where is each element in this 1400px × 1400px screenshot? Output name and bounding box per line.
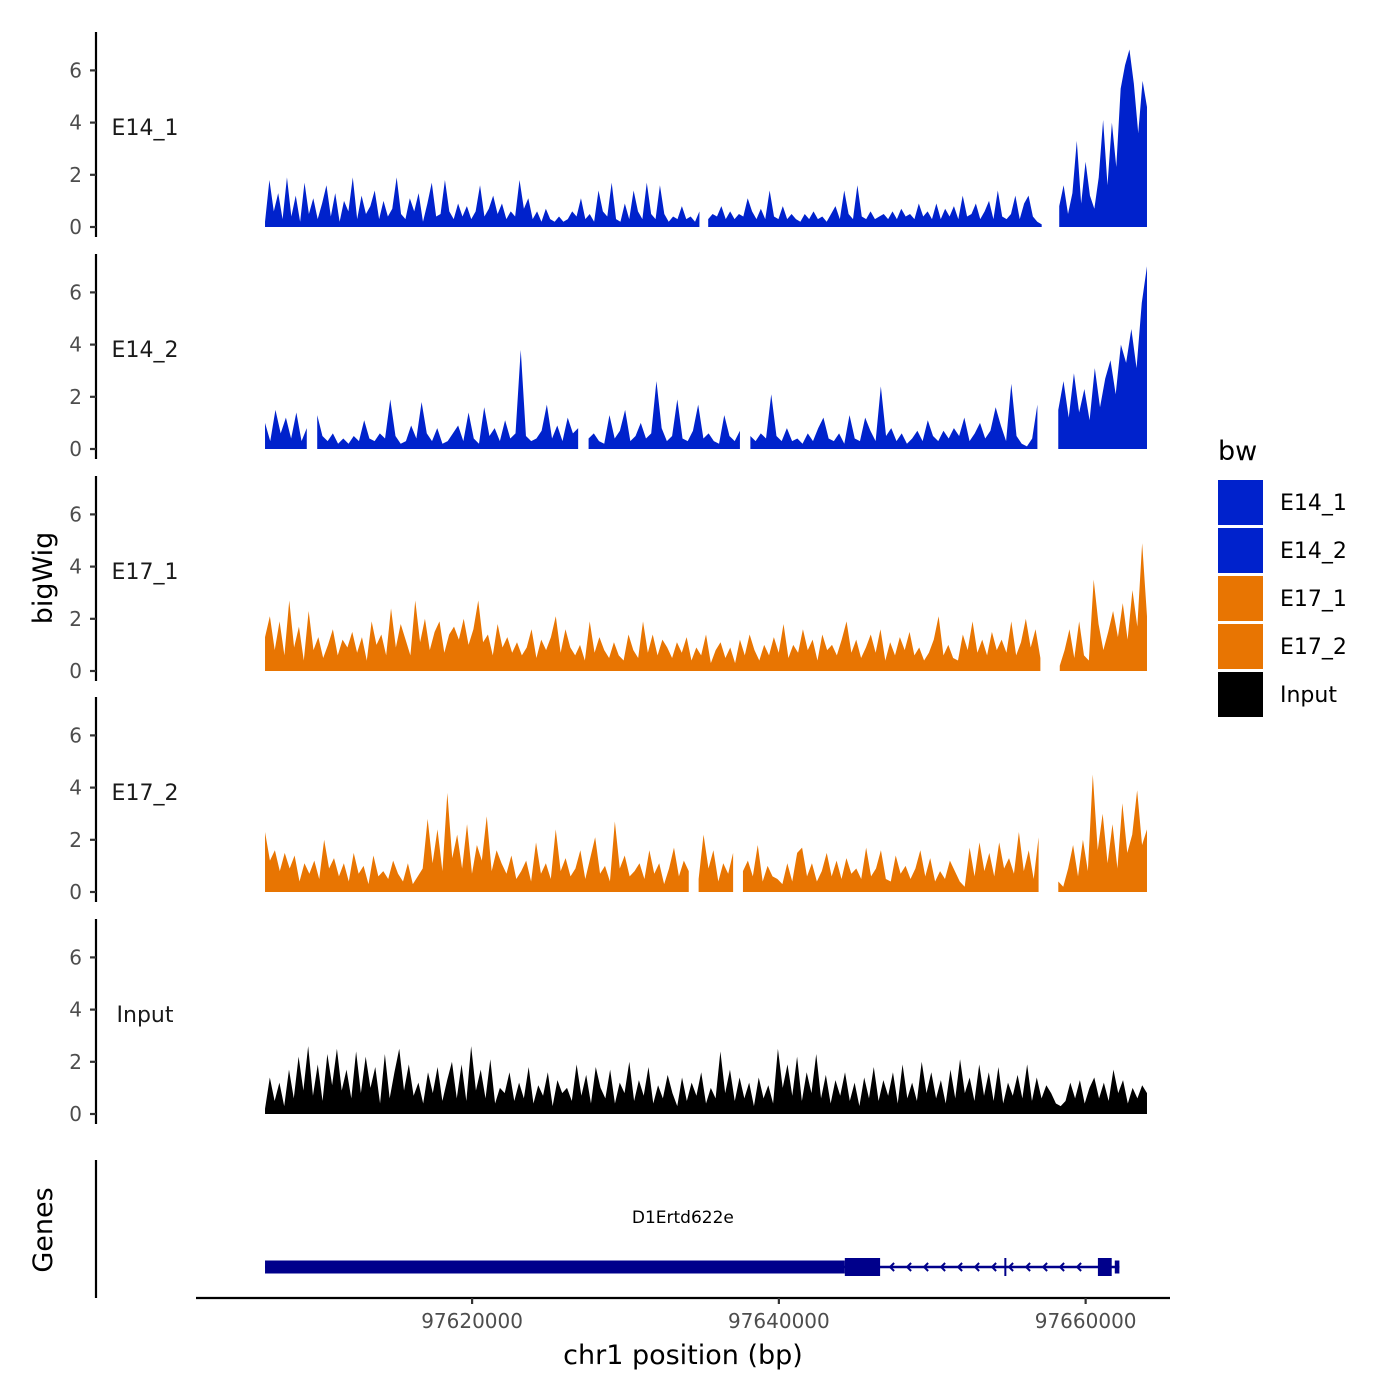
legend-item: E14_2 — [1218, 528, 1347, 573]
gene-exon — [1114, 1260, 1120, 1274]
legend-label: Input — [1280, 683, 1337, 708]
legend-swatch — [1218, 480, 1263, 525]
signal-area — [265, 1046, 1147, 1114]
track-label: Input — [117, 1003, 174, 1028]
legend-item: E17_1 — [1218, 576, 1347, 621]
gene-exon — [265, 1260, 845, 1274]
genes-axis-title: Genes — [28, 1187, 59, 1272]
strand-chevron — [1007, 1262, 1014, 1272]
signal-area — [1059, 543, 1147, 671]
y-tick-label: 4 — [69, 998, 82, 1022]
gene-model: D1Ertd622e — [265, 1208, 1120, 1276]
y-tick-label: 4 — [69, 555, 82, 579]
strand-chevron — [1041, 1262, 1048, 1272]
legend: bw E14_1 E14_2 E17_1 E17_2 Input — [1218, 436, 1347, 717]
legend-item: E17_2 — [1218, 624, 1347, 669]
x-axis-title: chr1 position (bp) — [563, 1340, 803, 1371]
legend-label: E17_2 — [1280, 635, 1347, 660]
strand-chevron — [1075, 1262, 1082, 1272]
track-e14-2: 0 2 4 6 E14_2 — [69, 254, 1147, 461]
signal-tracks: 0 2 4 6 E14_1 0 2 4 6 E14_2 0 2 4 6 E17_1 0 2 4 6 E17_2 0 2 4 6… — [69, 32, 1147, 1126]
y-tick-label: 0 — [69, 215, 82, 239]
gene-exon — [1004, 1258, 1007, 1276]
signal-area — [265, 600, 1041, 671]
track-label: E14_2 — [112, 338, 179, 363]
x-tick-label: 97660000 — [1035, 1309, 1137, 1333]
track-input: 0 2 4 6 Input — [69, 919, 1147, 1126]
strand-chevron — [888, 1262, 895, 1272]
x-axis: 97620000 97640000 97660000 — [196, 1296, 1170, 1333]
gene-exon — [1097, 1258, 1112, 1276]
track-e14-1: 0 2 4 6 E14_1 — [69, 32, 1147, 239]
y-tick-label: 0 — [69, 437, 82, 461]
signal-area — [1058, 774, 1147, 892]
strand-chevron — [939, 1262, 946, 1272]
y-tick-label: 0 — [69, 1102, 82, 1126]
x-tick-label: 97640000 — [728, 1309, 830, 1333]
track-e17-2: 0 2 4 6 E17_2 — [69, 697, 1147, 904]
y-axis-title: bigWig — [28, 532, 59, 625]
track-label: E17_1 — [112, 560, 179, 585]
legend-swatch — [1218, 624, 1263, 669]
legend-label: E14_1 — [1280, 491, 1347, 516]
y-tick-label: 2 — [69, 828, 82, 852]
signal-area — [317, 349, 579, 449]
signal-area — [265, 409, 307, 449]
strand-chevron — [1058, 1262, 1065, 1272]
track-label: E14_1 — [112, 116, 179, 141]
strand-chevron — [956, 1262, 963, 1272]
y-tick-label: 6 — [69, 502, 82, 526]
strand-chevron — [973, 1262, 980, 1272]
signal-area — [1059, 49, 1147, 227]
signal-area — [708, 185, 1042, 227]
y-tick-label: 6 — [69, 280, 82, 304]
track-e17-1: 0 2 4 6 E17_1 — [69, 476, 1147, 683]
legend-item: E14_1 — [1218, 480, 1347, 525]
signal-area — [588, 381, 740, 449]
y-tick-label: 2 — [69, 163, 82, 187]
signal-area — [265, 792, 689, 892]
y-tick-label: 4 — [69, 776, 82, 800]
legend-label: E17_1 — [1280, 587, 1347, 612]
strand-chevron — [1024, 1262, 1031, 1272]
strand-chevron — [905, 1262, 912, 1272]
y-tick-label: 6 — [69, 723, 82, 747]
y-tick-label: 2 — [69, 1050, 82, 1074]
y-tick-label: 4 — [69, 333, 82, 357]
signal-area — [742, 831, 1039, 892]
gene-exon — [844, 1258, 881, 1276]
legend-swatch — [1218, 528, 1263, 573]
x-tick-label: 97620000 — [421, 1309, 523, 1333]
track-label: E17_2 — [112, 781, 179, 806]
strand-chevron — [922, 1262, 929, 1272]
y-tick-label: 6 — [69, 945, 82, 969]
signal-area — [1058, 266, 1147, 449]
y-tick-label: 4 — [69, 111, 82, 135]
strand-chevron — [990, 1262, 997, 1272]
y-tick-label: 0 — [69, 659, 82, 683]
signal-area — [750, 383, 1038, 449]
gene-name: D1Ertd622e — [632, 1208, 734, 1228]
legend-label: E14_2 — [1280, 539, 1347, 564]
y-tick-label: 2 — [69, 607, 82, 631]
signal-area — [698, 834, 734, 892]
legend-item: Input — [1218, 672, 1337, 717]
legend-swatch — [1218, 672, 1263, 717]
y-tick-label: 2 — [69, 385, 82, 409]
signal-area — [265, 177, 700, 227]
y-tick-label: 0 — [69, 880, 82, 904]
y-tick-label: 6 — [69, 58, 82, 82]
legend-swatch — [1218, 576, 1263, 621]
legend-title: bw — [1218, 436, 1257, 467]
genes-panel: D1Ertd622e — [94, 1160, 1120, 1298]
